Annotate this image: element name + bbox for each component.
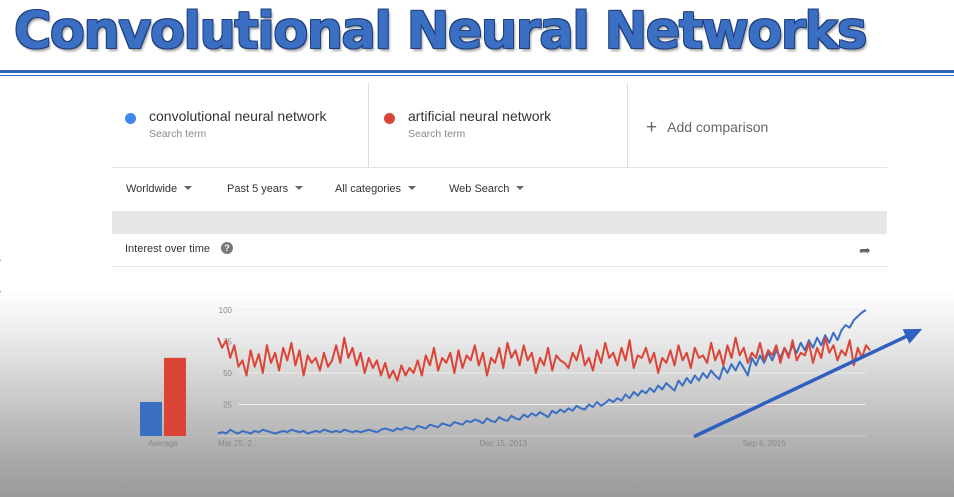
search-term-name: convolutional neural network (149, 108, 327, 124)
chart-series (217, 309, 871, 435)
caret-down-icon (408, 186, 417, 190)
average-bar (164, 357, 186, 436)
filter-label: Worldwide (126, 183, 178, 195)
filter-region-dropdown[interactable]: Worldwide (126, 183, 193, 195)
add-comparison-label: Add comparison (667, 119, 769, 135)
y-tick-label: 25 (223, 401, 232, 410)
add-comparison-button[interactable]: + Add comparison (646, 117, 768, 139)
filter-category-dropdown[interactable]: All categories (335, 183, 417, 195)
series-dot-red-icon (384, 113, 395, 124)
interest-over-time-header: Interest over time ? ➦ (112, 234, 887, 267)
filter-label: Past 5 years (227, 183, 289, 195)
average-bars: Average (135, 357, 190, 448)
plus-icon: + (646, 117, 658, 138)
caret-down-icon (516, 186, 525, 190)
trend-arrow (693, 328, 923, 438)
share-icon[interactable]: ➦ (859, 242, 871, 258)
x-tick-label: Sep 6, 2015 (743, 439, 787, 448)
slide-title: Convolutional Neural Networks (14, 2, 867, 61)
average-bar (140, 401, 162, 436)
interest-chart: 100 75 50 25 Mar 25, 2... Dec 15, 2013 Sep 6, … (135, 306, 923, 448)
y-tick-label: 75 (223, 338, 232, 347)
term-divider (368, 83, 369, 167)
term-divider (627, 83, 628, 167)
x-tick-label: Dec 15, 2013 (479, 439, 527, 448)
chevron-left-icon[interactable] (0, 259, 17, 293)
filter-label: All categories (335, 183, 402, 195)
x-tick-label: Mar 25, 2... (218, 439, 258, 448)
caret-down-icon (295, 186, 304, 190)
section-separator (112, 211, 887, 234)
filter-label: Web Search (449, 183, 510, 195)
chart-tick-labels: 100 75 50 25 Mar 25, 2... Dec 15, 2013 Sep 6, … (218, 306, 786, 448)
search-term-name: artificial neural network (408, 108, 552, 124)
title-underline (0, 70, 954, 73)
y-tick-label: 100 (219, 306, 233, 315)
series-dot-blue-icon (125, 113, 136, 124)
y-tick-label: 50 (223, 369, 232, 378)
search-term-sub: Search term (149, 128, 207, 140)
series-line (217, 309, 867, 435)
interest-over-time-label: Interest over time (125, 243, 210, 255)
average-label: Average (148, 439, 178, 448)
series-line (217, 336, 871, 382)
filter-search-type-dropdown[interactable]: Web Search (449, 183, 525, 195)
trend-arrow-head (902, 328, 923, 344)
search-term-sub: Search term (408, 128, 466, 140)
caret-down-icon (184, 186, 193, 190)
chart-gridlines (218, 309, 866, 437)
filter-time-dropdown[interactable]: Past 5 years (227, 183, 304, 195)
trend-arrow-shaft (693, 329, 919, 438)
help-icon[interactable]: ? (221, 242, 233, 254)
terms-bottom-rule (112, 167, 887, 168)
title-underline-thin (0, 75, 954, 76)
